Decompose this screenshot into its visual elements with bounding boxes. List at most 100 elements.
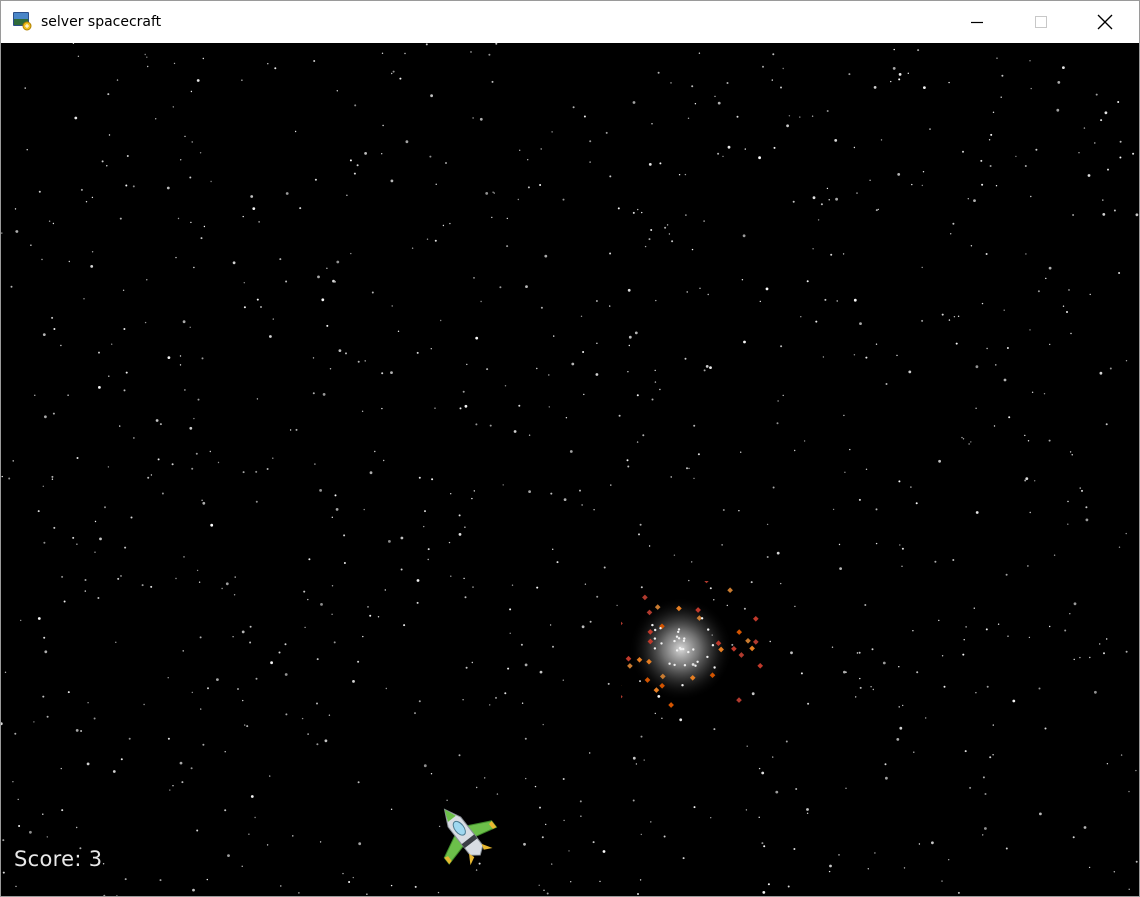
- star: [326, 324, 329, 327]
- star: [762, 891, 766, 894]
- star: [472, 586, 474, 588]
- star: [562, 198, 565, 201]
- close-button[interactable]: [1073, 1, 1137, 43]
- explosion-spark: [644, 677, 651, 683]
- star: [713, 728, 716, 731]
- explosion-icon: [621, 581, 764, 708]
- star: [76, 457, 79, 459]
- star: [580, 315, 583, 317]
- star: [1015, 155, 1017, 158]
- star: [654, 381, 657, 383]
- star: [548, 374, 550, 376]
- explosion-debris: [694, 664, 697, 667]
- star: [44, 415, 47, 419]
- minimize-button[interactable]: [945, 1, 1009, 43]
- game-canvas[interactable]: Score: 3: [1, 43, 1139, 896]
- title-bar[interactable]: selver spacecraft: [1, 1, 1139, 43]
- star: [898, 706, 900, 708]
- star: [307, 733, 309, 735]
- star: [191, 467, 194, 470]
- star: [697, 453, 700, 456]
- star: [893, 48, 895, 51]
- star: [117, 577, 120, 580]
- star: [845, 787, 847, 789]
- star: [91, 251, 94, 253]
- star: [405, 140, 409, 144]
- star: [324, 739, 328, 743]
- star: [981, 183, 984, 186]
- star: [563, 819, 565, 822]
- star: [541, 836, 544, 839]
- star: [820, 203, 823, 206]
- maximize-button[interactable]: [1009, 1, 1073, 43]
- star: [1070, 332, 1072, 335]
- star: [53, 328, 56, 330]
- star: [952, 559, 955, 561]
- star: [981, 302, 984, 305]
- star: [1094, 690, 1097, 694]
- star: [668, 233, 671, 235]
- star: [772, 756, 774, 758]
- star: [632, 799, 635, 802]
- star: [279, 258, 282, 261]
- star: [743, 340, 746, 344]
- spaceship-icon[interactable]: [421, 795, 505, 871]
- star: [807, 702, 810, 705]
- star: [384, 589, 386, 591]
- star: [1003, 378, 1007, 382]
- star: [758, 816, 760, 818]
- star: [241, 79, 243, 81]
- star: [333, 280, 336, 283]
- star: [364, 152, 367, 155]
- star: [834, 139, 838, 142]
- star: [1057, 81, 1061, 84]
- star: [381, 52, 384, 54]
- star: [366, 893, 368, 895]
- star: [427, 548, 430, 551]
- star: [316, 743, 319, 746]
- star: [1064, 629, 1067, 632]
- star: [556, 561, 559, 564]
- star: [637, 208, 639, 211]
- star: [24, 87, 26, 89]
- star: [400, 568, 403, 571]
- star: [374, 450, 376, 453]
- score-value: 3: [88, 847, 103, 871]
- star: [485, 192, 489, 195]
- explosion-spark: [709, 672, 716, 679]
- star: [470, 51, 472, 53]
- star: [525, 285, 528, 288]
- star: [201, 357, 204, 360]
- star: [51, 316, 54, 319]
- star: [943, 685, 946, 688]
- star: [196, 79, 200, 82]
- star: [912, 630, 914, 632]
- star: [742, 234, 746, 238]
- star: [242, 471, 245, 474]
- star: [563, 498, 567, 501]
- explosion-spark: [621, 693, 623, 700]
- star: [788, 115, 791, 117]
- star: [93, 717, 96, 720]
- star: [335, 508, 339, 511]
- explosion-debris: [682, 639, 686, 643]
- star: [859, 322, 862, 325]
- star: [177, 217, 180, 220]
- star: [343, 562, 346, 564]
- star: [984, 793, 987, 795]
- star: [714, 95, 716, 98]
- explosion-spark: [745, 637, 751, 644]
- star: [1000, 96, 1002, 98]
- star: [1102, 213, 1106, 216]
- star: [957, 891, 960, 894]
- star: [1024, 434, 1026, 437]
- star: [377, 616, 380, 618]
- star: [907, 72, 909, 74]
- star: [459, 407, 462, 410]
- star: [746, 745, 748, 747]
- star: [583, 393, 585, 396]
- star: [918, 843, 921, 845]
- star: [400, 536, 404, 540]
- star: [897, 173, 901, 176]
- star: [37, 510, 40, 513]
